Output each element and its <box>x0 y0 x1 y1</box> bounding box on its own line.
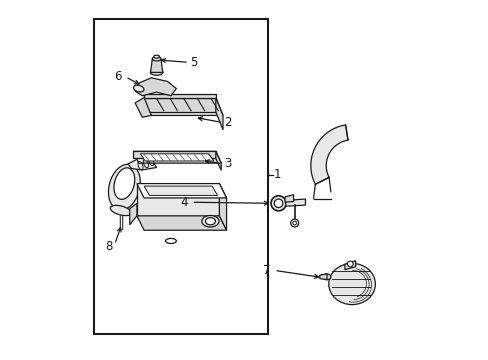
Ellipse shape <box>290 219 298 227</box>
Polygon shape <box>144 94 215 98</box>
Polygon shape <box>137 216 226 230</box>
Bar <box>94 19 267 334</box>
Ellipse shape <box>328 264 375 305</box>
Text: 1: 1 <box>273 168 281 181</box>
Ellipse shape <box>205 218 215 225</box>
Ellipse shape <box>133 85 143 92</box>
Polygon shape <box>137 184 226 198</box>
Polygon shape <box>128 158 156 170</box>
Text: 2: 2 <box>224 116 231 129</box>
Polygon shape <box>319 274 326 280</box>
Ellipse shape <box>202 216 219 227</box>
Ellipse shape <box>114 168 135 199</box>
Text: 8: 8 <box>105 240 113 253</box>
Polygon shape <box>344 261 355 270</box>
Polygon shape <box>150 59 163 72</box>
Text: 7: 7 <box>263 264 270 276</box>
Circle shape <box>346 261 352 267</box>
Text: 5: 5 <box>190 55 197 68</box>
Polygon shape <box>144 98 215 112</box>
Polygon shape <box>137 184 219 216</box>
Polygon shape <box>215 151 221 170</box>
Ellipse shape <box>153 55 159 58</box>
Ellipse shape <box>110 205 131 216</box>
Polygon shape <box>310 125 347 184</box>
Ellipse shape <box>270 196 285 211</box>
Polygon shape <box>135 98 151 117</box>
Ellipse shape <box>108 164 140 210</box>
Ellipse shape <box>150 69 163 75</box>
Text: 6: 6 <box>114 69 122 82</box>
Polygon shape <box>140 154 214 161</box>
Polygon shape <box>133 151 215 158</box>
Polygon shape <box>135 78 176 96</box>
Polygon shape <box>144 98 223 116</box>
Text: 4: 4 <box>180 196 187 209</box>
Polygon shape <box>285 195 293 202</box>
Ellipse shape <box>152 57 161 61</box>
Polygon shape <box>144 186 217 195</box>
Polygon shape <box>219 184 226 230</box>
Ellipse shape <box>323 274 330 280</box>
Polygon shape <box>215 98 223 130</box>
Polygon shape <box>133 151 221 163</box>
Ellipse shape <box>274 199 282 208</box>
Polygon shape <box>285 199 305 206</box>
Polygon shape <box>129 203 137 225</box>
Ellipse shape <box>292 221 296 225</box>
Text: 3: 3 <box>224 157 231 170</box>
